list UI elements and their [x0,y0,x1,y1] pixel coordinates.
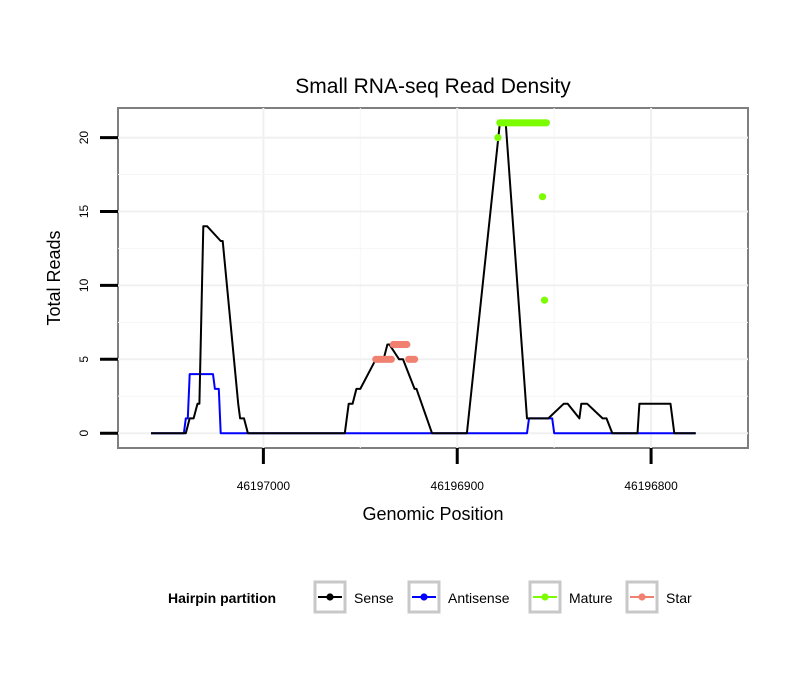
legend-item-mature: Mature [528,580,613,614]
legend-key-point [541,593,549,601]
y-axis-label: Total Reads [44,230,64,325]
plot-panel [117,107,749,449]
y-tick-label: 10 [77,278,91,292]
legend-label-star: Star [666,590,692,606]
series-layer [151,119,696,435]
point-star [387,355,395,363]
point-mature [494,134,502,142]
legend-title: Hairpin partition [168,590,276,606]
point-mature [540,296,549,304]
y-tick-label: 0 [77,430,91,437]
legend-item-antisense: Antisense [407,580,510,614]
y-axis-ticks: 0 5 10 15 20 [77,131,118,437]
chart-title: Small RNA-seq Read Density [295,75,571,98]
y-tick-label: 20 [77,131,91,145]
legend-key-point [326,593,334,601]
series-line-sense [151,121,696,435]
x-axis-label: Genomic Position [362,504,503,524]
point-star [403,340,411,349]
x-tick-label: 46197000 [237,479,291,493]
point-mature [538,193,547,201]
legend-label-mature: Mature [569,590,613,606]
y-tick-label: 15 [77,204,91,218]
y-tick-label: 5 [77,356,91,363]
point-star [411,355,419,363]
x-tick-label: 46196900 [431,479,485,493]
legend-item-sense: Sense [313,580,394,614]
legend-label-sense: Sense [354,590,394,606]
legend-key-point [420,593,428,601]
legend-label-antisense: Antisense [448,590,510,606]
legend: Hairpin partition Sense Antisense Mature St… [168,580,692,614]
x-tick-label: 46196800 [624,479,678,493]
x-axis-ticks: 46197000 46196900 46196800 [237,448,678,493]
point-mature [542,119,551,127]
legend-item-star: Star [625,580,692,614]
legend-key-point [638,593,646,601]
